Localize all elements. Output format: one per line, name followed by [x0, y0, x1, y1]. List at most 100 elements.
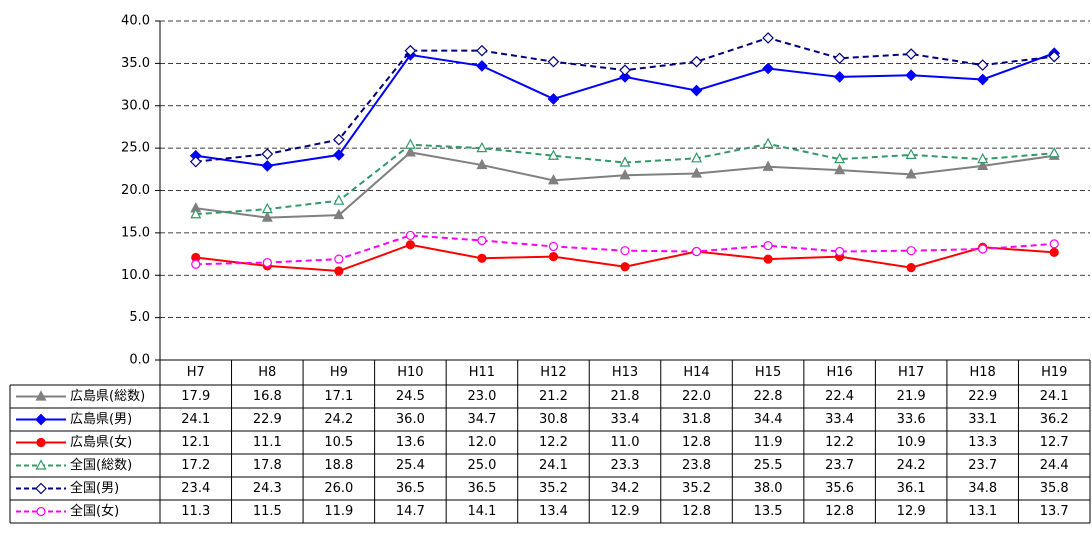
- x-tick-label: H9: [330, 365, 348, 380]
- marker: [405, 240, 415, 250]
- marker: [834, 163, 846, 175]
- data-label: 11.9: [754, 435, 783, 450]
- marker: [190, 207, 202, 219]
- marker: [619, 71, 631, 83]
- data-label: 17.9: [181, 389, 210, 404]
- marker: [762, 137, 774, 148]
- marker: [978, 244, 988, 254]
- legend-marker: [35, 459, 47, 470]
- data-label: 24.3: [253, 481, 282, 496]
- data-label: 24.1: [181, 412, 210, 427]
- data-label: 10.9: [897, 435, 926, 450]
- data-label: 33.6: [897, 412, 926, 427]
- marker: [332, 149, 345, 161]
- y-tick-label: 35.0: [121, 56, 150, 71]
- marker: [763, 254, 773, 264]
- marker: [1049, 247, 1059, 257]
- data-label: 12.9: [897, 504, 926, 519]
- data-label: 35.2: [682, 481, 711, 496]
- data-label: 22.4: [825, 389, 854, 404]
- marker: [691, 167, 703, 178]
- y-tick-label: 25.0: [121, 141, 150, 156]
- data-label: 34.8: [968, 481, 997, 496]
- marker: [191, 259, 201, 269]
- data-label: 23.7: [825, 458, 854, 473]
- marker: [620, 262, 630, 272]
- marker: [691, 152, 703, 163]
- data-label: 22.0: [682, 389, 711, 404]
- marker: [906, 263, 916, 273]
- data-label: 18.8: [324, 458, 353, 473]
- marker: [476, 158, 488, 170]
- marker: [333, 208, 345, 220]
- marker: [835, 246, 845, 257]
- marker: [833, 52, 846, 65]
- marker: [405, 230, 415, 241]
- marker: [333, 194, 345, 205]
- data-label: 24.1: [1040, 389, 1069, 404]
- data-label: 36.2: [1040, 412, 1069, 427]
- data-label: 13.5: [754, 504, 783, 519]
- legend-marker: [36, 506, 46, 517]
- legend-label: 広島県(総数): [70, 389, 145, 404]
- marker: [690, 55, 703, 68]
- x-tick-label: H13: [612, 365, 638, 380]
- marker: [477, 253, 487, 263]
- data-label: 17.1: [324, 389, 353, 404]
- x-tick-label: H18: [970, 365, 996, 380]
- data-label: 13.3: [968, 435, 997, 450]
- marker: [762, 160, 774, 171]
- marker: [976, 73, 989, 86]
- data-label: 11.0: [611, 435, 640, 450]
- data-label: 34.2: [611, 481, 640, 496]
- marker: [905, 48, 918, 60]
- marker: [1048, 50, 1061, 63]
- x-tick-label: H15: [755, 365, 781, 380]
- marker: [189, 155, 202, 168]
- data-label: 33.4: [611, 412, 640, 427]
- marker: [619, 168, 631, 180]
- data-label: 36.0: [396, 412, 425, 427]
- data-label: 21.9: [897, 389, 926, 404]
- marker: [906, 246, 916, 256]
- x-tick-label: H19: [1041, 365, 1067, 380]
- y-tick-label: 10.0: [121, 268, 150, 283]
- data-label: 12.2: [539, 435, 568, 450]
- marker: [261, 211, 273, 222]
- data-label: 24.2: [324, 412, 353, 427]
- data-label: 36.1: [897, 481, 926, 496]
- y-tick-label: 0.0: [129, 353, 150, 368]
- marker: [905, 168, 917, 179]
- marker: [477, 235, 487, 246]
- marker: [547, 149, 559, 160]
- data-label: 34.7: [467, 412, 496, 427]
- marker: [404, 44, 417, 57]
- marker: [833, 71, 846, 83]
- data-label: 21.8: [611, 389, 640, 404]
- marker: [476, 44, 488, 57]
- marker: [1048, 146, 1060, 158]
- marker: [834, 152, 846, 164]
- marker: [762, 62, 774, 75]
- data-label: 22.8: [754, 389, 783, 404]
- data-label: 11.1: [253, 435, 282, 450]
- data-label: 12.7: [1040, 435, 1069, 450]
- marker: [977, 152, 989, 164]
- marker: [977, 159, 989, 171]
- data-label: 35.6: [825, 481, 854, 496]
- legend-label: 広島県(男): [70, 412, 132, 427]
- data-label: 13.6: [396, 435, 425, 450]
- marker: [476, 60, 488, 72]
- marker: [763, 240, 773, 251]
- data-label: 25.5: [754, 458, 783, 473]
- marker: [548, 241, 559, 252]
- data-label: 12.8: [682, 504, 711, 519]
- data-label: 24.5: [396, 389, 425, 404]
- marker: [619, 64, 631, 77]
- data-label: 11.3: [181, 504, 210, 519]
- data-label: 22.9: [968, 389, 997, 404]
- x-tick-label: H14: [683, 365, 709, 380]
- x-tick-label: H12: [540, 365, 566, 380]
- y-tick-label: 15.0: [121, 225, 150, 240]
